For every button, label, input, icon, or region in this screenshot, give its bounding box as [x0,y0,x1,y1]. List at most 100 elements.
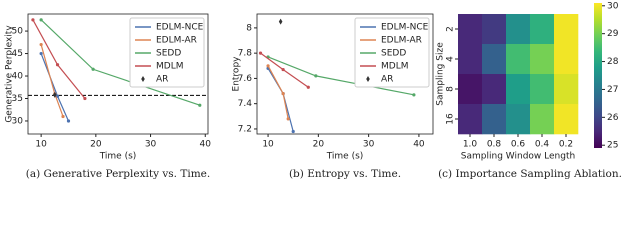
y-tick-label: 7.8 [238,49,253,59]
legend-label: EDLM-NCE [381,23,429,33]
y-tick-label: 8 [446,86,456,92]
x-tick-label: 1.0 [463,140,478,150]
heatmap-cell [554,14,579,45]
y-axis-label: Sampling Size [436,42,446,106]
x-tick-label: 0.8 [487,140,502,150]
colorbar-tick-label: 25 [607,141,618,151]
heatmap-cell [554,104,579,135]
point [66,119,71,123]
y-axis-label: Entropy [232,56,242,92]
y-axis-label: Generative Perplexity [5,25,15,123]
point [31,18,35,22]
x-tick-label: 0.6 [511,140,526,150]
point [278,18,283,25]
point [61,114,65,119]
y-tick-label: 8 [246,23,252,33]
y-tick-label: 4 [446,56,456,62]
heatmap-cell [458,104,483,135]
point [286,117,290,121]
point [39,18,43,22]
legend-box [129,17,205,88]
heatmap-cell [458,44,483,75]
heatmap-cell [458,74,483,105]
legend-marker [141,76,145,82]
x-tick-label: 10 [262,140,274,150]
point [266,64,270,68]
point [281,91,285,96]
y-tick-label: 50 [12,27,24,37]
point [412,93,416,97]
heatmap-cell [530,104,555,135]
series-line [40,53,70,122]
point [91,67,95,71]
point [198,103,202,107]
page: 10 20 30 40 30 35 40 45 50 EDLM-NCE EDLM-AR SEDD MDL… [4,1,622,180]
plot-frame [27,13,209,135]
legend-label: EDLM-AR [381,36,422,46]
x-tick-label: 40 [413,140,425,150]
x-tick-label: 20 [90,140,102,150]
point [55,94,60,98]
y-tick-label: 7.2 [238,124,252,134]
y-tick-label: 30 [12,116,24,126]
legend-label: SEDD [156,49,181,59]
y-tick-label: 16 [446,113,456,125]
heatmap-cell [530,14,555,45]
point [291,129,295,134]
y-tick-label: 2 [446,26,456,32]
heatmap-cell [554,44,579,75]
y-tick-label: 40 [12,72,24,82]
figure: 10 20 30 40 30 35 40 45 50 EDLM-NCE EDLM-AR SEDD MDL… [5,1,622,180]
y-tick-label: 45 [12,49,23,59]
colorbar [594,3,602,148]
heatmap-cell [482,74,507,105]
point [281,67,285,72]
legend-label: EDLM-NCE [156,23,204,33]
heatmap-cell [458,14,483,45]
legend-label: AR [381,75,393,85]
legend-label: SEDD [381,49,406,59]
x-tick-label: 20 [313,140,325,150]
plot-frame [256,13,434,135]
heatmap-cell [554,74,579,105]
heatmap-cell [482,14,507,45]
x-tick-label: 30 [363,140,375,150]
colorbar-tick-label: 28 [607,57,619,67]
legend-label: EDLM-AR [156,36,197,46]
x-tick-label: 0.2 [559,140,573,150]
heatmap-cell [530,74,555,105]
caption: (c) Importance Sampling Ablation. [438,168,622,180]
legend-label: MDLM [381,62,408,72]
colorbar-tick-label: 26 [607,113,619,123]
x-tick-label: 30 [145,140,157,150]
x-axis-label: Sampling Window Length [461,152,575,162]
x-axis-label: Time (s) [326,152,364,162]
legend-label: AR [156,75,168,85]
heatmap-cell [482,44,507,75]
point [55,63,60,67]
point [53,91,57,98]
heatmap-cell [506,14,531,45]
caption: (b) Entropy vs. Time. [289,168,401,180]
heatmap-cell [506,44,531,75]
x-tick-label: 0.4 [535,140,550,150]
point [258,51,263,55]
heatmap-cell [482,104,507,135]
caption: (a) Generative Perplexity vs. Time. [26,168,210,180]
point [314,74,318,78]
colorbar-tick-label: 29 [607,29,619,39]
legend-label: MDLM [156,62,183,72]
y-tick-label: 7.4 [238,99,253,109]
legend-marker [366,76,370,82]
colorbar-tick-label: 27 [607,85,618,95]
heatmap-cell [506,74,531,105]
point [306,85,310,89]
legend-box [354,17,430,88]
x-tick-label: 40 [200,140,212,150]
series-line [267,68,294,132]
series-line [32,19,86,99]
point [39,51,43,56]
point [83,96,87,101]
y-tick-label: 7.6 [238,74,253,84]
y-tick-label: 35 [12,94,23,104]
